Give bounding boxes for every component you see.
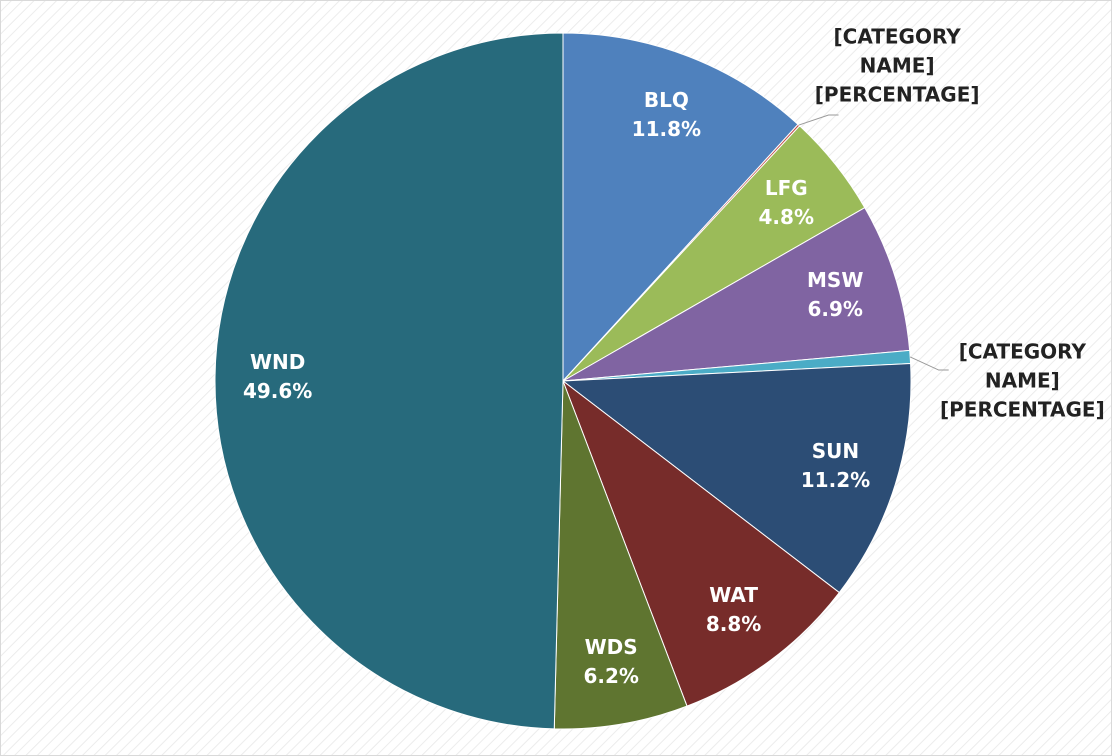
value-label: 49.6% — [242, 379, 313, 404]
value-label: 6.9% — [807, 297, 863, 322]
value-label: 6.2% — [583, 664, 639, 689]
data-label: WDS 6.2% — [551, 633, 671, 691]
pie-slice — [561, 379, 841, 707]
category-label: WND — [249, 350, 306, 375]
data-label: WND 49.6% — [218, 348, 338, 406]
data-label: [CATEGORY NAME] [PERCENTAGE] — [802, 22, 992, 109]
leader-line — [909, 356, 949, 371]
data-label: SUN 11.2% — [775, 437, 895, 495]
value-label: 11.8% — [631, 117, 702, 142]
data-label: BLQ 11.8% — [606, 86, 726, 144]
category-label: [CATEGORY NAME] — [833, 24, 961, 78]
value-label: 8.8% — [705, 611, 762, 636]
data-label: MSW 6.9% — [775, 266, 895, 324]
category-label: LFG — [764, 176, 808, 201]
category-label: MSW — [807, 268, 864, 293]
category-label: [CATEGORY NAME] — [958, 339, 1086, 393]
category-label: WAT — [709, 582, 758, 607]
value-label: 4.8% — [758, 205, 814, 230]
data-label: [CATEGORY NAME] [PERCENTAGE] — [927, 338, 1112, 425]
category-label: BLQ — [643, 88, 689, 113]
value-label: [PERCENTAGE] — [939, 397, 1105, 422]
data-label: WAT 8.8% — [674, 581, 794, 639]
pie-slice — [214, 32, 564, 730]
pie-slice — [561, 362, 912, 594]
data-label: LFG 4.8% — [726, 174, 846, 232]
pie-slice — [553, 380, 688, 730]
leader-line — [798, 114, 839, 126]
value-label: 11.2% — [800, 467, 871, 492]
pie-slice — [562, 32, 799, 383]
pie-slice — [562, 206, 911, 382]
value-label: [PERCENTAGE] — [814, 82, 980, 107]
category-label: WDS — [584, 635, 638, 660]
category-label: SUN — [811, 438, 860, 463]
